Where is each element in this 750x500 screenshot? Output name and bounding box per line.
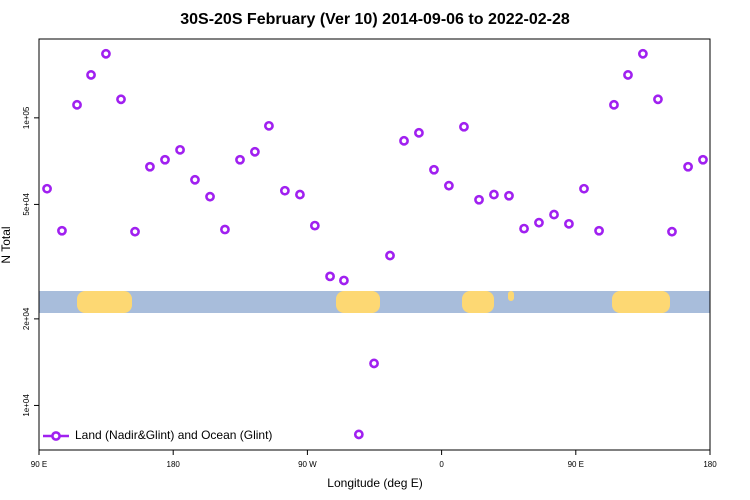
- x-tick-label: 180: [703, 460, 717, 469]
- y-tick-label: 1e+05: [22, 106, 31, 129]
- point: [667, 226, 677, 237]
- point: [145, 161, 155, 172]
- point: [279, 185, 290, 196]
- point: [220, 224, 230, 235]
- point: [42, 183, 52, 194]
- x-tick-label: 90 E: [568, 460, 584, 469]
- point: [86, 70, 96, 80]
- point: [564, 218, 574, 229]
- point: [444, 180, 454, 191]
- legend-marker: [51, 431, 61, 441]
- y-tick-label: 1e+04: [22, 394, 31, 417]
- land-patch: [612, 291, 670, 313]
- point: [623, 70, 633, 80]
- point: [399, 135, 409, 146]
- point: [250, 146, 260, 157]
- point: [385, 250, 395, 261]
- point: [519, 223, 529, 234]
- point: [72, 99, 82, 110]
- land-patch: [77, 291, 132, 313]
- x-tick-label: 180: [167, 460, 181, 469]
- point: [459, 121, 469, 132]
- point: [130, 226, 140, 237]
- point: [474, 194, 484, 205]
- point: [235, 154, 245, 165]
- plot-frame: [38, 38, 711, 451]
- point: [175, 144, 185, 155]
- point: [339, 275, 349, 286]
- point: [414, 127, 424, 138]
- point: [594, 225, 604, 236]
- point: [698, 154, 708, 165]
- point: [309, 220, 320, 231]
- point: [683, 161, 693, 172]
- point: [549, 209, 559, 220]
- chart-title: 30S-20S February (Ver 10) 2014-09-06 to …: [180, 11, 570, 28]
- map-band: [39, 291, 710, 313]
- x-tick-label: 90 W: [298, 460, 317, 469]
- x-axis-label: Longitude (deg E): [327, 476, 422, 490]
- point: [638, 48, 648, 59]
- y-tick-label: 5e+04: [22, 193, 31, 216]
- point: [353, 429, 364, 440]
- legend-label: Land (Nadir&Glint) and Ocean (Glint): [75, 428, 272, 442]
- point: [489, 189, 499, 200]
- land-patch: [508, 291, 514, 301]
- point: [504, 190, 514, 201]
- point: [101, 48, 111, 59]
- point: [264, 120, 274, 131]
- point: [653, 94, 663, 105]
- y-tick-label: 2e+04: [22, 307, 31, 330]
- land-patch: [336, 291, 380, 313]
- point: [205, 191, 215, 202]
- point: [325, 271, 335, 282]
- land-patch: [462, 291, 494, 313]
- point: [295, 189, 305, 200]
- point: [190, 174, 200, 185]
- point: [609, 99, 619, 110]
- point: [160, 154, 170, 165]
- point: [116, 94, 126, 105]
- point: [534, 217, 544, 228]
- point: [57, 225, 67, 236]
- point: [429, 164, 439, 175]
- y-axis-label: N Total: [0, 226, 13, 263]
- point: [579, 183, 589, 194]
- point: [369, 358, 379, 369]
- x-tick-label: 0: [439, 460, 444, 469]
- x-tick-label: 90 E: [31, 460, 47, 469]
